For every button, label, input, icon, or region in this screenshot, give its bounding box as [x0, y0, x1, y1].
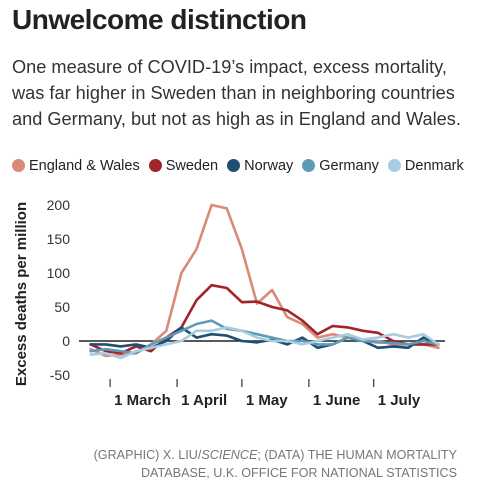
legend-swatch: [148, 159, 162, 172]
legend-swatch: [302, 159, 316, 172]
credit-publication: SCIENCE: [201, 448, 258, 462]
series-line-germany: [89, 319, 440, 355]
series-line-england-wales: [89, 203, 440, 358]
y-tick-label: 100: [47, 265, 71, 281]
y-tick-label: -50: [50, 367, 70, 383]
source-credit: (GRAPHIC) X. LIU/SCIENCE; (DATA) THE HUM…: [37, 446, 457, 482]
x-tick-label: 1 April: [181, 392, 227, 409]
chart-title: Unwelcome distinction: [12, 4, 307, 35]
chart-subtitle: One measure of COVID-19’s impact, excess…: [12, 57, 461, 129]
legend-item-sweden: Sweden: [148, 158, 219, 174]
x-tick-label: 1 June: [313, 392, 361, 409]
legend-label: Denmark: [404, 158, 464, 174]
y-tick-label: 50: [54, 299, 70, 315]
legend-item-england-wales: England & Wales: [12, 158, 140, 174]
x-tick-label: 1 May: [246, 392, 288, 409]
legend-swatch: [387, 159, 401, 172]
legend-item-germany: Germany: [302, 158, 379, 174]
y-axis-label: Excess deaths per million: [13, 202, 30, 386]
y-tick-label: 200: [47, 197, 71, 213]
legend-item-norway: Norway: [227, 158, 293, 174]
x-tick-label: 1 March: [114, 392, 171, 409]
legend-item-denmark: Denmark: [387, 158, 464, 174]
legend-label: Norway: [244, 158, 294, 174]
legend-swatch: [227, 159, 241, 172]
credit-graphic: (GRAPHIC) X. LIU/: [93, 448, 202, 462]
chart-legend: England & Wales Sweden Norway Germany Denmar…: [12, 158, 473, 178]
legend-label: England & Wales: [29, 158, 140, 174]
y-tick-label: 150: [47, 231, 71, 247]
y-tick-label: 0: [62, 333, 70, 349]
legend-label: Germany: [319, 158, 379, 174]
legend-swatch: [12, 159, 25, 172]
x-tick-label: 1 July: [378, 392, 421, 409]
credit-data-source: ; (DATA) THE HUMAN MORTALITY DATABASE, U…: [140, 448, 457, 480]
line-chart: Excess deaths per million -50 0 50 100 150 200…: [13, 197, 445, 409]
series-line-sweden: [89, 283, 440, 355]
series-line-denmark: [89, 326, 440, 360]
legend-label: Sweden: [165, 158, 219, 174]
